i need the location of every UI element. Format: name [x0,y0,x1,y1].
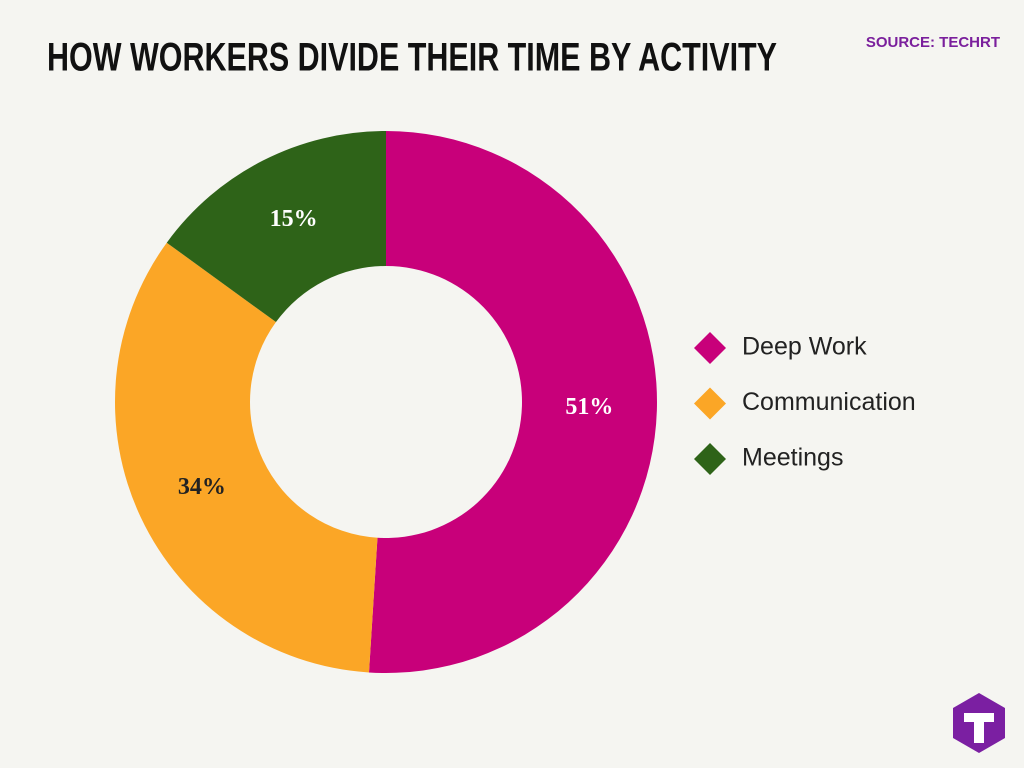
legend-marker [694,443,726,475]
data-label: 34% [178,474,226,500]
logo [953,693,1005,753]
legend-label: Deep Work [742,333,867,361]
chart-title: HOW WORKERS DIVIDE THEIR TIME BY ACTIVIT… [47,36,777,80]
legend-marker [694,332,726,364]
data-label: 51% [565,394,613,420]
legend-marker [694,387,726,420]
legend-label: Communication [742,388,916,416]
donut-slice [166,131,386,323]
legend-label: Meetings [742,444,843,472]
donut-slice [368,131,657,673]
data-label: 15% [270,206,318,232]
donut-slice [114,242,378,673]
source: SOURCE: TECHRT [866,34,1000,51]
